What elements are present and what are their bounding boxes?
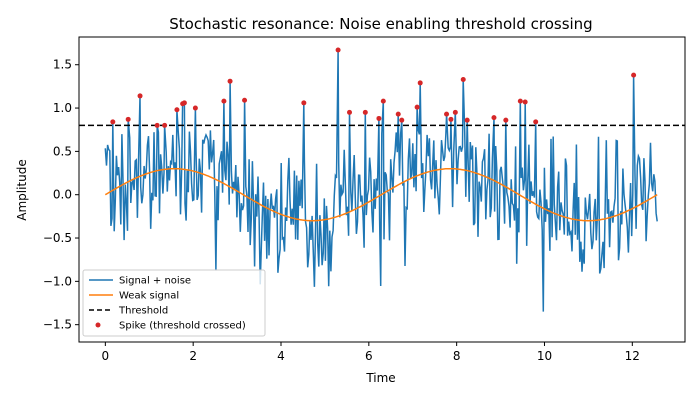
spike-point [503,117,509,123]
legend-swatch-spike [95,322,101,328]
spike-point [335,47,341,53]
chart-title: Stochastic resonance: Noise enabling thr… [169,15,592,33]
y-tick-label: −1.0 [43,274,72,288]
spike-point [154,122,160,128]
spike-point [522,99,528,105]
x-tick-label: 4 [277,349,285,363]
legend-label-signal-noise: Signal + noise [119,276,191,287]
spike-point [417,80,423,86]
spike-point [376,115,382,121]
spike-point [221,98,227,104]
spike-point [448,116,454,122]
legend: Signal + noise Weak signal Threshold Spi… [82,269,266,337]
spike-point [242,97,248,103]
spike-point [192,105,198,111]
spike-point [347,109,353,115]
spike-point [395,111,401,117]
spike-point [380,98,386,104]
x-tick-label: 8 [453,349,461,363]
spike-point [301,100,307,106]
legend-label-threshold: Threshold [118,306,168,317]
spike-point [491,115,497,121]
y-axis-label: Amplitude [15,159,29,221]
series-layer [79,49,685,312]
spike-point [517,98,523,104]
spike-point [631,72,637,78]
spike-point [174,107,180,113]
y-tick-label: 0.0 [53,188,72,202]
y-axis: −1.5 −1.0 −0.5 0.0 0.5 1.0 1.5 [43,58,79,332]
spike-point [414,104,420,110]
spike-layer [110,47,637,128]
legend-box [82,269,266,337]
plot-frame [78,36,686,343]
legend-label-weak-signal: Weak signal [119,291,179,302]
spike-point [399,117,405,123]
x-tick-label: 0 [102,349,110,363]
spike-point [227,78,233,84]
spike-point [362,109,368,115]
spike-point [452,109,458,115]
y-tick-label: 1.5 [53,58,72,72]
x-axis-label: Time [365,371,395,385]
spike-point [464,117,470,123]
y-tick-label: −0.5 [43,231,72,245]
x-tick-label: 10 [537,349,552,363]
spike-point [137,93,143,99]
spike-point [181,100,187,106]
series-line-weak-signal [104,167,658,222]
y-tick-label: 1.0 [53,101,72,115]
spike-point [444,111,450,117]
spike-point [110,119,116,125]
x-tick-label: 2 [189,349,197,363]
legend-label-spike: Spike (threshold crossed) [119,321,246,332]
spike-point [460,76,466,82]
x-tick-label: 6 [365,349,373,363]
x-axis: 0 2 4 6 8 10 12 [102,342,640,363]
spike-point [162,122,168,128]
y-tick-label: −1.5 [43,318,72,332]
series-line-signal-noise [104,49,658,312]
y-tick-label: 0.5 [53,144,72,158]
x-tick-label: 12 [625,349,640,363]
spike-point [125,116,131,122]
spike-point [533,119,539,125]
